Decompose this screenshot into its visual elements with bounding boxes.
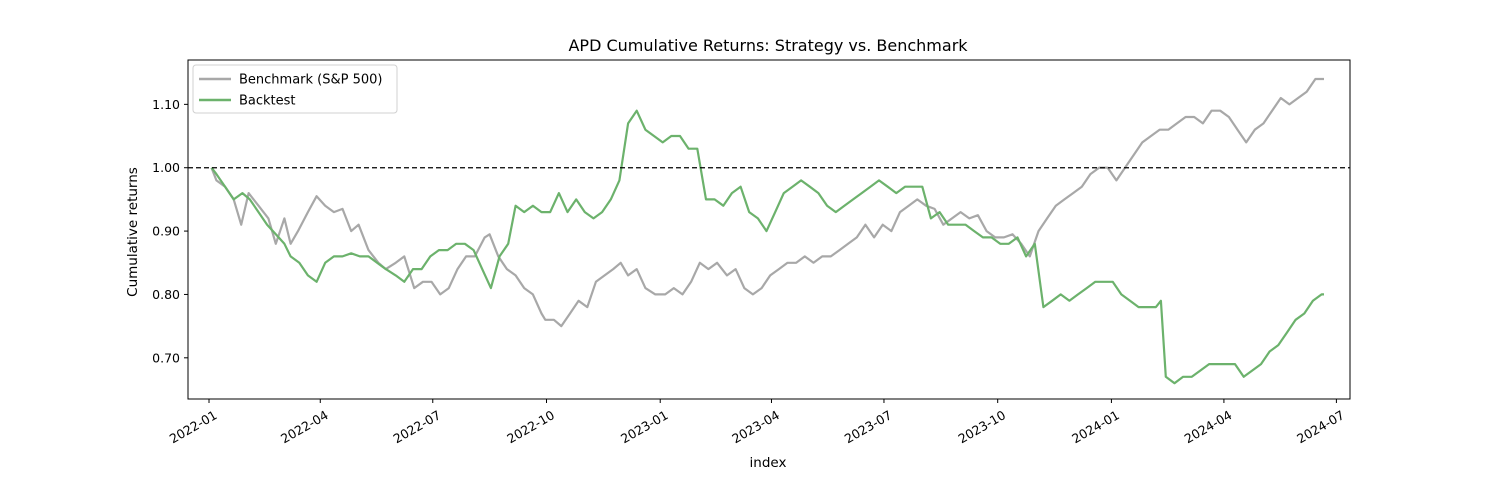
y-tick-label: 0.70 [152,350,180,365]
legend-box [192,64,398,114]
y-tick-label: 0.80 [152,287,180,302]
chart-title: APD Cumulative Returns: Strategy vs. Ben… [568,36,968,55]
legend: Benchmark (S&P 500) Backtest [192,64,398,114]
series-layer [210,77,1324,385]
series-line-2 [210,109,1324,385]
y-tick-label: 1.00 [152,160,180,175]
y-tick-label: 1.10 [152,97,180,112]
plot-frame [187,59,1351,400]
x-axis-label: index [750,455,787,471]
y-axis: 0.70 0.80 0.90 1.00 1.10 [152,97,188,365]
legend-label-2: Backtest [239,94,296,109]
legend-label-1: Benchmark (S&P 500) [239,73,383,88]
series-line-1 [210,77,1324,328]
y-tick-label: 0.90 [152,224,180,239]
y-axis-label: Cumulative returns [125,167,141,297]
